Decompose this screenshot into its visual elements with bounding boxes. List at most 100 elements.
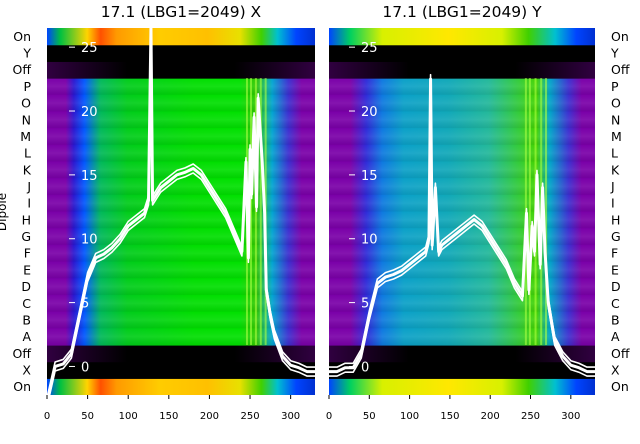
heatmap-stripe xyxy=(250,78,253,345)
heatmap-row-shade xyxy=(47,261,315,279)
row-label-left: N xyxy=(22,112,31,127)
row-label-left: D xyxy=(21,279,31,294)
heatmap-row-shade xyxy=(329,128,595,145)
overlay-tick-label: 0 xyxy=(81,360,89,375)
overlay-line xyxy=(47,28,315,395)
row-label-left: C xyxy=(22,296,31,311)
heatmap-row-shade xyxy=(47,211,315,229)
row-label-left: On xyxy=(13,29,31,44)
row-label-left: M xyxy=(20,129,31,144)
heatmap-row xyxy=(329,344,595,363)
heatmap-row xyxy=(329,361,595,379)
heatmap-row-shade xyxy=(47,144,315,162)
heatmap-row-shade xyxy=(329,111,595,129)
row-label-right: Y xyxy=(610,46,619,61)
overlay-line xyxy=(329,73,595,368)
row-label-left: E xyxy=(23,262,31,277)
row-label-right: Off xyxy=(611,62,630,77)
heatmap-row-shade xyxy=(329,311,595,329)
row-label-right: B xyxy=(611,312,620,327)
overlay-tick-label: 0 xyxy=(361,360,369,375)
row-label-left: G xyxy=(21,229,31,244)
row-label-left: B xyxy=(22,312,31,327)
heatmap-row-shade xyxy=(47,328,315,345)
row-label-left: J xyxy=(26,179,31,194)
x-tick-label: 100 xyxy=(119,411,138,422)
heatmap-row xyxy=(47,344,315,363)
x-tick-label: 50 xyxy=(81,411,94,422)
row-label-left: K xyxy=(23,162,32,177)
row-label-right: X xyxy=(611,362,620,377)
heatmap-row-shade xyxy=(329,161,595,179)
x-tick-label: 0 xyxy=(326,411,332,422)
row-label-left: H xyxy=(22,212,31,227)
x-tick-label: 200 xyxy=(200,411,219,422)
row-label-right: E xyxy=(611,262,619,277)
row-label-right: M xyxy=(611,129,622,144)
heatmap-row-shade xyxy=(47,111,315,129)
row-label-right: L xyxy=(611,146,618,161)
x-tick-label: 250 xyxy=(240,411,259,422)
row-label-left: On xyxy=(13,379,31,394)
heatmap-row-shade xyxy=(329,144,595,162)
heatmap-stripe xyxy=(545,78,548,345)
heatmap-row-shade xyxy=(47,78,315,95)
heatmap-row xyxy=(329,61,595,79)
heatmap-row xyxy=(329,378,595,395)
overlay-tick-label: 5 xyxy=(81,297,89,312)
row-label-left: O xyxy=(21,96,31,111)
x-tick-label: 300 xyxy=(561,411,580,422)
heatmap-row-shade xyxy=(329,178,595,195)
heatmap-row-shade xyxy=(47,94,315,112)
chart-title-1: 17.1 (LBG1=2049) Y xyxy=(382,3,542,21)
x-tick-label: 200 xyxy=(481,411,500,422)
heatmap-stripe xyxy=(528,78,531,345)
heatmap-row-shade xyxy=(329,328,595,345)
row-label-left: X xyxy=(22,362,31,377)
x-tick-label: 50 xyxy=(363,411,376,422)
heatmap-row-shade xyxy=(47,311,315,329)
overlay-tick-label: 25 xyxy=(361,41,378,56)
heatmap-row-shade xyxy=(47,128,315,145)
heatmap-row xyxy=(47,378,315,395)
overlay-tick-label: 15 xyxy=(361,169,378,184)
row-label-left: L xyxy=(24,146,31,161)
x-tick-label: 300 xyxy=(281,411,300,422)
row-label-right: G xyxy=(611,229,621,244)
row-label-right: D xyxy=(611,279,621,294)
row-label-right: O xyxy=(611,96,621,111)
x-tick-label: 150 xyxy=(440,411,459,422)
overlay-tick-label: 15 xyxy=(81,169,98,184)
overlay-tick-label: 10 xyxy=(361,233,378,248)
heatmap-row-shade xyxy=(329,294,595,312)
row-label-left: P xyxy=(23,79,31,94)
heatmap-row xyxy=(47,28,315,46)
row-label-right: P xyxy=(611,79,619,94)
row-label-left: Off xyxy=(13,346,32,361)
row-label-right: H xyxy=(611,212,620,227)
row-label-left: F xyxy=(24,246,31,261)
row-label-right: C xyxy=(611,296,620,311)
x-tick-label: 150 xyxy=(159,411,178,422)
x-tick-label: 100 xyxy=(400,411,419,422)
chart-title-0: 17.1 (LBG1=2049) X xyxy=(101,3,262,21)
row-label-left: A xyxy=(22,329,31,344)
heatmap-row-shade xyxy=(329,261,595,279)
row-label-right: F xyxy=(611,246,618,261)
row-label-right: Off xyxy=(611,346,630,361)
y-axis-label: Dipole xyxy=(0,193,9,231)
heatmap-row xyxy=(47,361,315,379)
row-label-left: Off xyxy=(13,62,32,77)
heatmap-row-shade xyxy=(47,278,315,295)
heatmap-row-shade xyxy=(329,94,595,112)
x-tick-label: 250 xyxy=(521,411,540,422)
heatmap-row-shade xyxy=(329,278,595,295)
row-label-right: On xyxy=(611,379,629,394)
overlay-tick-label: 20 xyxy=(361,105,378,120)
row-label-left: I xyxy=(27,196,31,211)
heatmap-row xyxy=(47,44,315,62)
row-label-right: J xyxy=(610,179,615,194)
row-label-right: I xyxy=(611,196,615,211)
